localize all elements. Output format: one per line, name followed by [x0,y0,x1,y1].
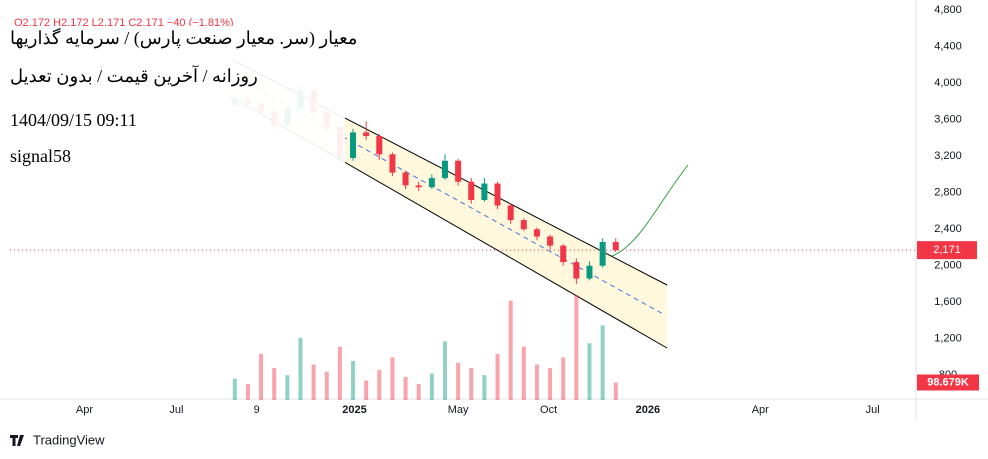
volume-bar [600,325,605,400]
volume-bar [272,368,277,400]
volume-bar [403,376,408,400]
last-volume-label: 98.679K [927,376,969,388]
volume-bar [442,341,447,400]
volume-bar [390,357,395,400]
volume-bar [351,360,356,400]
volume-bar [469,368,474,400]
x-tick-label: Apr [752,404,769,416]
candle-body [599,242,606,266]
candle-body [402,172,409,186]
y-tick-label: 4,000 [934,77,962,89]
ohlc-header: O2,172 H2,172 L2,171 C2,171 −40 (−1.81%) [14,17,234,29]
candle-body [389,154,396,173]
volume-bar [377,369,382,400]
y-tick-label: 4,400 [934,40,962,52]
volume-bar [364,380,369,400]
volume-bar [548,368,553,400]
volume-bar [561,357,566,400]
x-tick-label: Jul [866,404,880,416]
candle-body [468,181,475,200]
last-price-label: 2,171 [933,244,961,256]
y-tick-label: 2,400 [934,223,962,235]
volume-bar [232,378,237,400]
logo [10,435,24,446]
volume-bar [298,337,303,400]
author: signal58 [10,146,71,166]
y-tick-label: 3,200 [934,150,962,162]
candle-body [441,160,448,179]
x-tick-label: Apr [76,404,93,416]
candle-body [455,160,462,182]
x-tick-label: 9 [254,404,260,416]
x-tick-label: Jul [169,404,183,416]
overlay-box [0,26,345,176]
candle-body [494,183,501,206]
candle-body [481,183,488,200]
candle-body [350,132,357,158]
timestamp: 1404/09/15 09:11 [10,110,137,130]
volume-bar [495,353,500,400]
y-tick-label: 1,600 [934,296,962,308]
candle-body [586,265,593,279]
candle-body [376,136,383,155]
x-tick-label: May [448,404,469,416]
volume-bar [337,346,342,400]
candle-body [573,262,580,279]
projection [611,164,689,257]
candle-body [428,178,435,188]
volume-bar [534,364,539,400]
last-volume-box [917,374,979,391]
volume-bar [324,371,329,400]
y-tick-label: 4,800 [934,4,962,16]
x-tick-label: Oct [540,404,557,416]
volume-bar [429,373,434,400]
volume-bar [311,364,316,400]
volume-bar [456,362,461,400]
volume-bar [613,382,618,400]
candle-body [363,132,370,137]
candle-body [415,185,422,188]
volume-bar [587,343,592,400]
interval-note: روزانه / آخرین قیمت / بدون تعدیل [10,66,258,86]
volume-bar [245,384,250,400]
volume-bar [285,375,290,400]
symbol-title: معیار (سر. معیار صنعت پارس) / سرمایه گذا… [10,28,358,48]
candle-body [520,220,527,230]
candle-body [507,205,514,221]
volume-bar [482,375,487,400]
x-tick-label: 2025 [342,404,366,416]
volume-bar [508,300,513,400]
candle-body [533,229,540,237]
candle-body [612,242,619,251]
volume-bar [521,346,526,400]
y-tick-label: 3,600 [934,114,962,126]
volume-bar [416,384,421,400]
volume-bar [574,295,579,400]
y-tick-label: 2,000 [934,260,962,272]
volume-bar [259,353,264,400]
y-tick-label: 1,200 [934,333,962,345]
candle-body [547,236,554,246]
candle-body [560,245,567,263]
last-price-box [917,241,977,260]
branding: TradingView [33,432,105,447]
x-tick-label: 2026 [636,404,660,416]
y-tick-label: 2,800 [934,187,962,199]
